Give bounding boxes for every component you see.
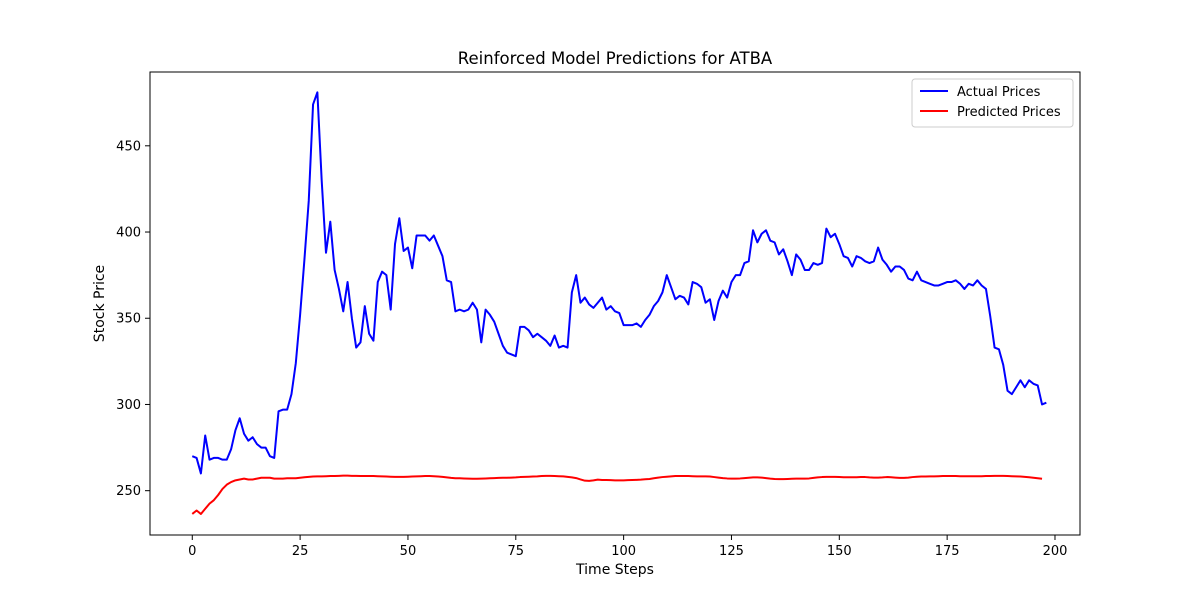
y-tick-label: 400 [116, 226, 141, 241]
series-group [191, 91, 1047, 515]
x-tick-label: 75 [508, 544, 525, 559]
chart-title: Reinforced Model Predictions for ATBA [458, 49, 773, 68]
y-tick-label: 250 [116, 484, 141, 499]
series-line-predicted-prices [191, 474, 1043, 515]
x-tick-label: 0 [188, 544, 196, 559]
plot-area [150, 72, 1080, 535]
x-tick-label: 175 [935, 544, 960, 559]
x-axis-label: Time Steps [575, 562, 654, 578]
y-tick-label: 450 [116, 139, 141, 154]
plot-frame [149, 71, 1081, 536]
y-tick-label: 300 [116, 398, 141, 413]
x-axis-ticks: 0 25 50 75 100 125 150 175 200 [188, 535, 1067, 559]
x-tick-label: 100 [611, 544, 636, 559]
y-tick-label: 350 [116, 312, 141, 327]
series-line-actual-prices [191, 91, 1047, 475]
legend-label-actual-prices: Actual Prices [957, 85, 1041, 100]
x-tick-label: 200 [1043, 544, 1068, 559]
legend: Actual Prices Predicted Prices [911, 78, 1074, 128]
x-tick-label: 125 [719, 544, 744, 559]
x-tick-label: 25 [292, 544, 309, 559]
x-tick-label: 50 [400, 544, 417, 559]
legend-label-predicted-prices: Predicted Prices [957, 105, 1061, 120]
y-axis-ticks: 250 300 350 400 450 [116, 139, 150, 499]
legend-box [911, 78, 1074, 128]
y-axis-label: Stock Price [92, 265, 108, 342]
x-tick-label: 150 [827, 544, 852, 559]
